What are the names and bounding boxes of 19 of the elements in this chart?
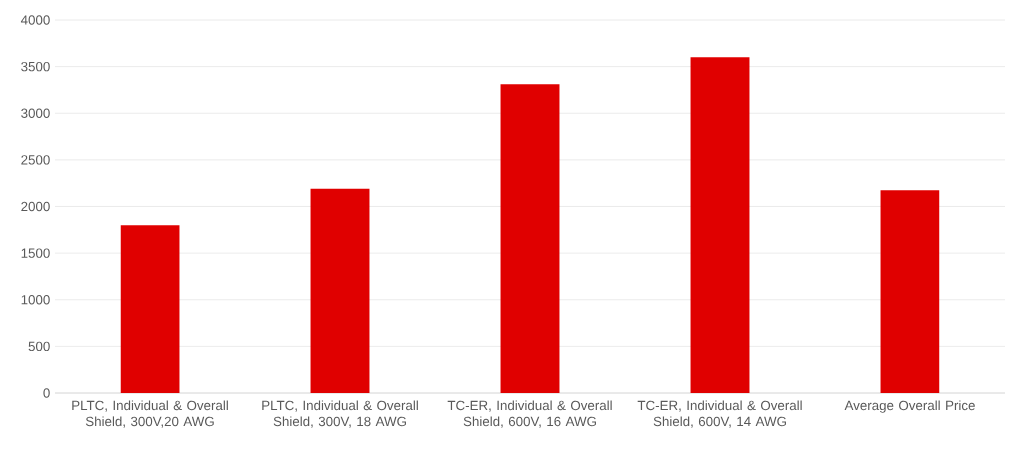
x-tick-label: Average Overall Price [844,400,975,413]
bar [690,57,750,393]
y-tick-label: 1500 [21,248,50,258]
x-tick-label: PLTC, Individual & Overall Shield, 300V,20 AWG [72,400,228,428]
bar [310,188,370,393]
x-tick-label: PLTC, Individual & Overall Shield, 300V, 18 AWG [262,400,418,428]
y-tick-label: 0 [43,388,50,398]
x-tick-label: TC-ER, Individual & Overall Shield, 600V, 16 AWG [447,400,612,428]
bar [500,84,560,393]
bar [120,225,180,393]
x-tick-label: TC-ER, Individual & Overall Shield, 600V, 14 AWG [637,400,802,428]
y-tick-label: 3000 [21,108,50,118]
y-tick-label: 3500 [21,61,50,72]
y-tick-label: 2000 [21,201,50,212]
y-tick-label: 1000 [21,295,50,305]
bar [880,190,940,393]
y-tick-label: 4000 [20,15,50,25]
y-tick-label: 500 [28,341,50,352]
y-tick-label: 2500 [21,155,50,165]
